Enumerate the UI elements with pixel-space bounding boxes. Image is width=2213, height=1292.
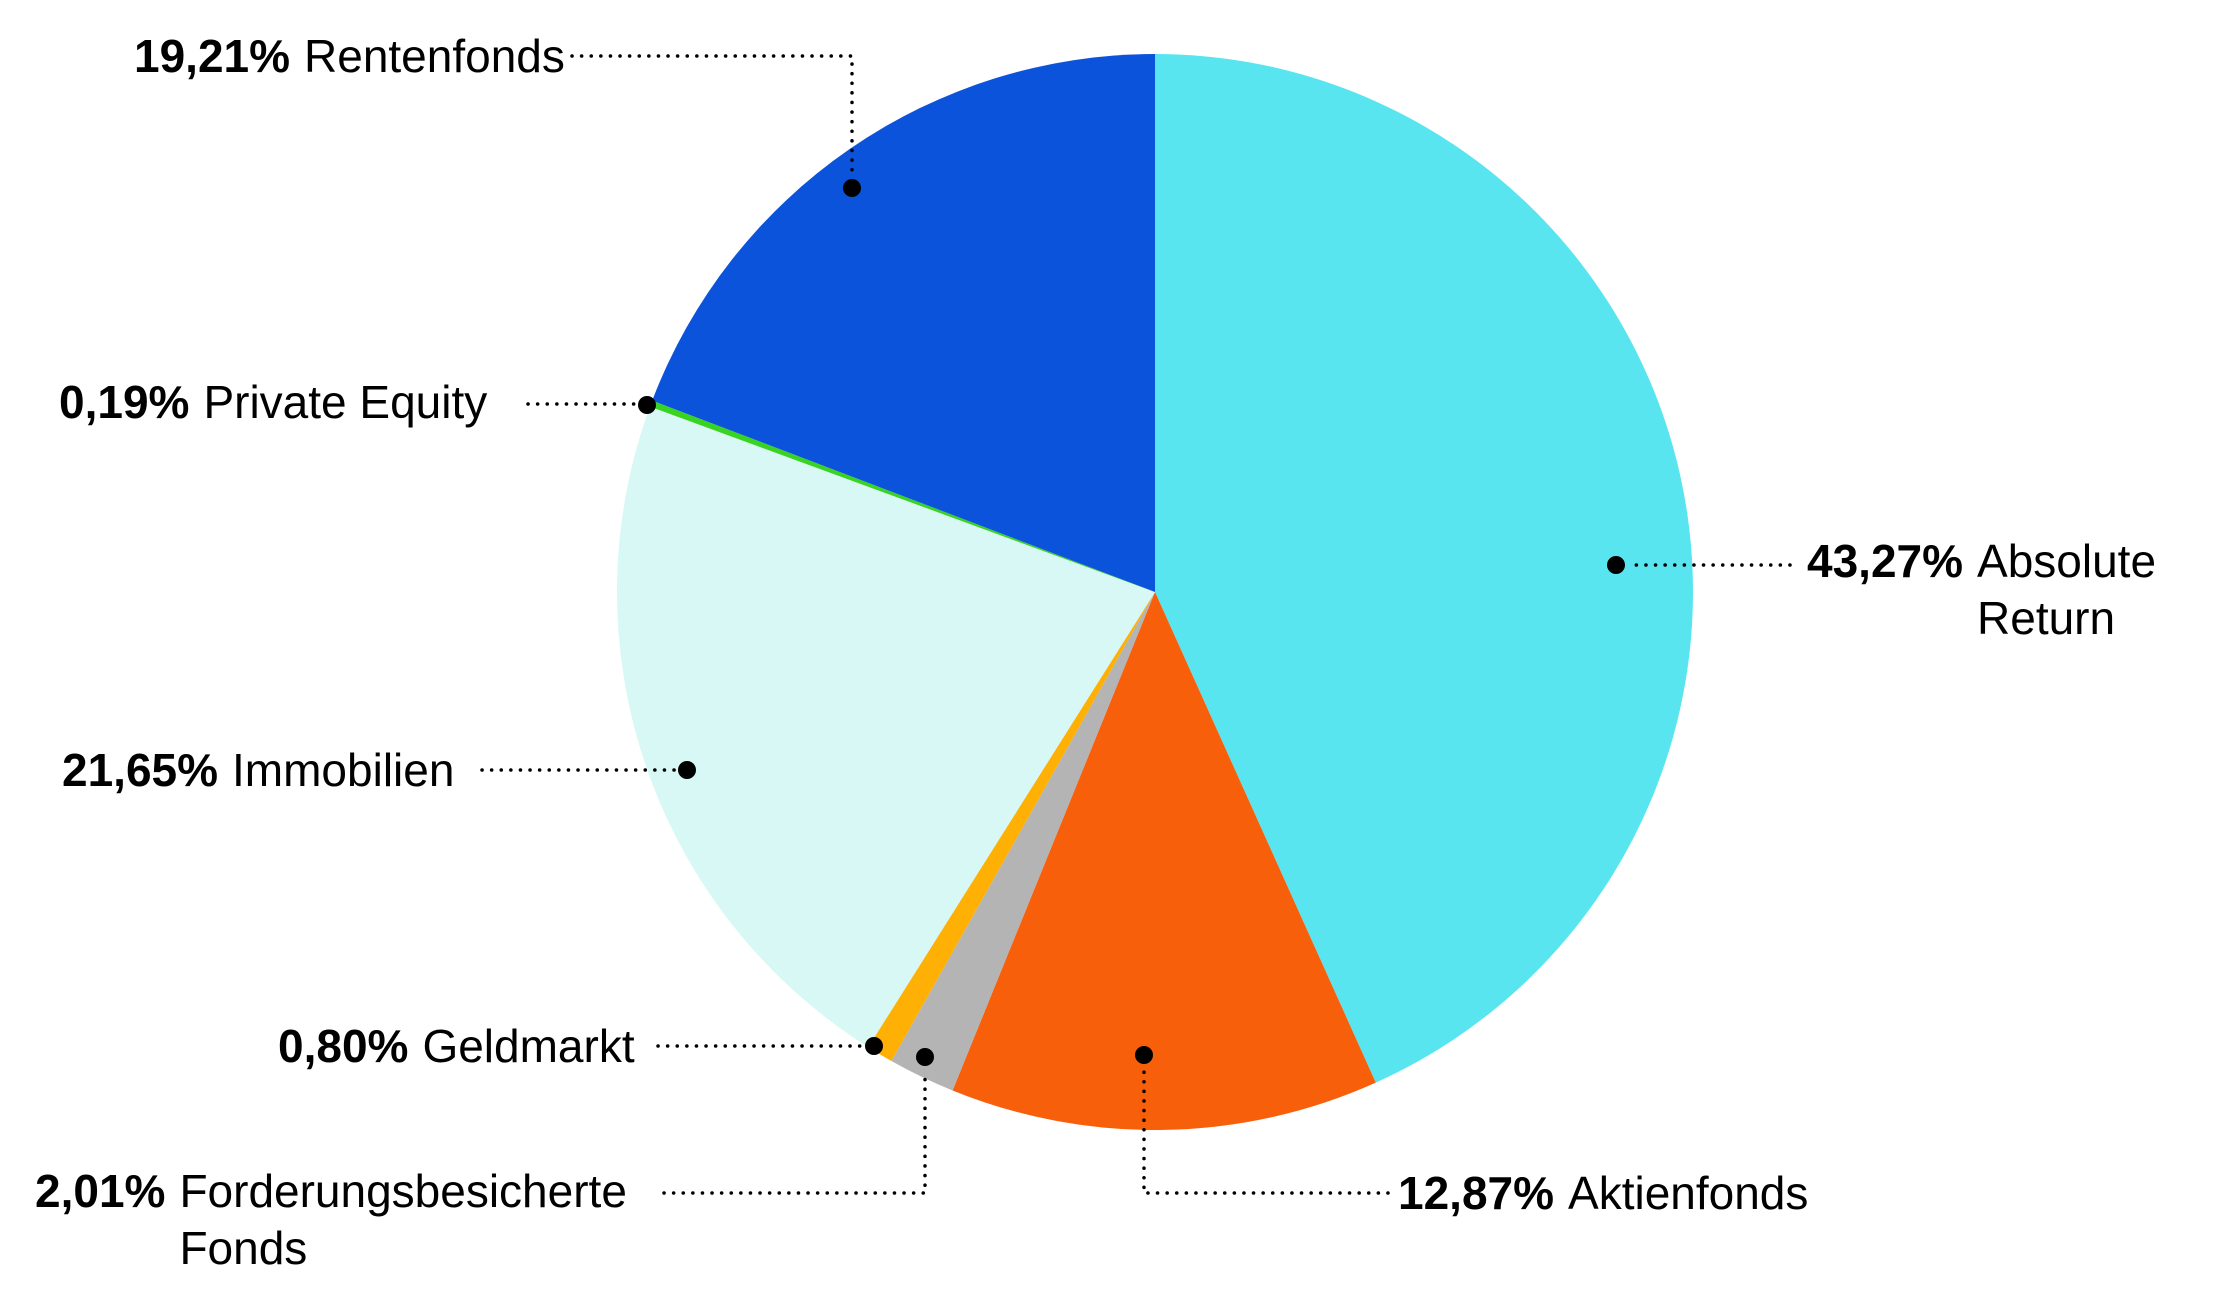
slice-absolute-return xyxy=(1155,54,1693,1083)
label-aktienfonds-name: Aktienfonds xyxy=(1568,1167,1809,1219)
label-aktienfonds: 12,87% Aktienfonds xyxy=(1398,1165,1808,1222)
label-geldmarkt-value: 0,80% xyxy=(278,1020,409,1072)
label-geldmarkt-name: Geldmarkt xyxy=(422,1020,635,1072)
slice-forderungsbesicherte-fonds xyxy=(891,592,1155,1091)
slice-immobilien xyxy=(616,406,1155,1048)
label-rentenfonds-value: 19,21% xyxy=(134,30,291,82)
slice-private-equity xyxy=(649,400,1155,592)
leader-lines xyxy=(480,54,1792,1195)
label-rentenfonds-name: Rentenfonds xyxy=(304,30,565,82)
leader-rentenfonds xyxy=(570,54,854,180)
leader-forderungsbesicherte-fonds xyxy=(662,1068,927,1195)
pie-slices xyxy=(616,53,1693,1130)
label-private-equity-name: Private Equity xyxy=(203,376,488,428)
label-aktienfonds-value: 12,87% xyxy=(1398,1167,1555,1219)
label-immobilien: 21,65% Immobilien xyxy=(62,742,454,799)
label-geldmarkt: 0,80% Geldmarkt xyxy=(278,1018,635,1075)
dot-aktienfonds xyxy=(1135,1046,1153,1064)
dot-immobilien xyxy=(678,761,696,779)
slice-rentenfonds xyxy=(652,53,1155,592)
dot-geldmarkt xyxy=(865,1037,883,1055)
label-absolute-return: 43,27% Absolute Return xyxy=(1807,533,2189,647)
dot-absolute-return xyxy=(1607,556,1625,574)
dot-forderungsbesicherte-fonds xyxy=(916,1048,934,1066)
dot-rentenfonds xyxy=(843,179,861,197)
label-absolute-return-value: 43,27% xyxy=(1807,535,1964,587)
label-private-equity-value: 0,19% xyxy=(59,376,190,428)
label-private-equity: 0,19% Private Equity xyxy=(59,374,487,431)
label-forderungsbesicherte-fonds: 2,01% Forderungsbesicherte Fonds xyxy=(35,1163,669,1277)
label-forderungsbesicherte-fonds-value: 2,01% xyxy=(35,1165,166,1217)
label-forderungsbesicherte-fonds-name: Forderungsbesicherte Fonds xyxy=(179,1165,627,1275)
slice-geldmarkt xyxy=(868,592,1155,1061)
leader-dots xyxy=(638,179,1625,1066)
slice-aktienfonds xyxy=(952,592,1376,1130)
leader-aktienfonds xyxy=(1142,1066,1390,1195)
label-rentenfonds: 19,21% Rentenfonds xyxy=(134,28,565,85)
label-absolute-return-name: Absolute Return xyxy=(1977,535,2157,645)
label-immobilien-value: 21,65% xyxy=(62,744,219,796)
label-immobilien-name: Immobilien xyxy=(232,744,455,796)
dot-private-equity xyxy=(638,396,656,414)
